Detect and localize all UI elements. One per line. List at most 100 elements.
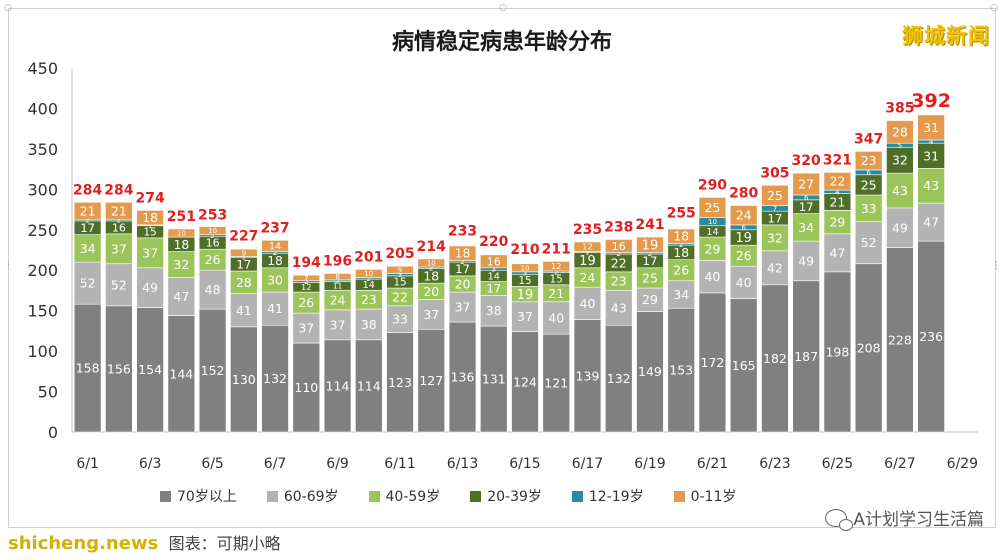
legend-label: 20-39岁	[487, 489, 542, 505]
bar-segment-40-59	[917, 168, 945, 204]
bar-segment-70+	[917, 240, 945, 433]
data-label-60-69: 52	[111, 277, 127, 292]
bar-segment-70+	[417, 328, 446, 433]
data-label-0-11: 10	[364, 270, 373, 278]
data-label-60-69: 34	[673, 287, 689, 302]
data-label-60-69: 49	[798, 253, 814, 268]
data-label-20-39: 12	[301, 282, 312, 292]
bar-segment-0-11	[448, 245, 477, 261]
data-label-60-69: 37	[423, 307, 439, 322]
bar-segment-0-11	[292, 274, 321, 282]
data-label-12-19: 1	[585, 249, 589, 257]
bar-segment-0-11	[167, 228, 196, 238]
total-label: 196	[323, 253, 352, 269]
data-label-60-69: 29	[642, 292, 658, 307]
data-label-12-19: 2	[429, 264, 433, 272]
data-label-70+: 165	[732, 358, 756, 373]
bar-segment-60-69	[698, 260, 727, 294]
data-label-12-19: 5	[898, 142, 902, 150]
data-label-40-59: 26	[298, 295, 314, 310]
resize-handle-top-left[interactable]: ○	[4, 3, 12, 13]
total-label: 237	[260, 220, 289, 236]
data-label-12-19: 2	[210, 232, 214, 240]
bar-segment-70+	[886, 247, 914, 433]
legend-label: 12-19岁	[588, 489, 644, 505]
legend-item-70+: 70岁以上	[160, 486, 237, 506]
legend-swatch	[160, 490, 171, 502]
data-label-12-19: 2	[367, 275, 371, 283]
data-label-20-39: 17	[455, 262, 470, 276]
bar-segment-70+	[167, 315, 196, 433]
data-label-20-39: 18	[173, 238, 189, 252]
data-label-70+: 127	[419, 373, 443, 388]
data-label-0-11: 9	[242, 249, 246, 257]
resize-handle-right[interactable]: ⋮	[992, 261, 1001, 271]
bar-segment-0-11	[355, 269, 383, 278]
data-label-70+: 131	[482, 372, 506, 387]
total-label: 284	[104, 182, 133, 198]
data-label-20-39: 15	[144, 227, 157, 239]
wechat-icon	[825, 508, 854, 531]
data-label-12-19: 2	[335, 277, 339, 285]
data-label-60-69: 48	[205, 282, 221, 297]
data-label-40-59: 29	[704, 241, 720, 256]
bar-segment-70+	[667, 307, 695, 433]
bar-segment-70+	[448, 321, 477, 433]
y-tick-label: 150	[27, 302, 58, 321]
data-label-0-11: 25	[704, 200, 720, 215]
total-label: 290	[698, 177, 727, 193]
data-label-20-39: 11	[333, 282, 343, 291]
data-label-60-69: 37	[517, 309, 533, 324]
x-tick-label: 6/27	[884, 456, 915, 472]
resize-handle-left[interactable]: ⋮	[4, 261, 13, 271]
bar-segment-70+	[604, 324, 633, 433]
data-label-20-39: 18	[423, 269, 439, 283]
data-label-70+: 208	[857, 340, 881, 355]
data-label-40-59: 23	[611, 274, 627, 289]
data-label-40-59: 29	[829, 215, 845, 230]
data-label-0-11: 9	[398, 266, 402, 274]
bar-segment-60-69	[886, 207, 914, 248]
data-label-40-59: 26	[205, 252, 221, 267]
data-label-60-69: 47	[923, 215, 939, 230]
bar-segment-70+	[542, 333, 570, 433]
bar-segment-0-11	[604, 239, 633, 253]
data-label-20-39: 19	[735, 231, 752, 246]
data-label-0-11: 12	[582, 242, 593, 252]
bar-segment-0-11	[386, 265, 414, 274]
x-tick-label: 6/25	[822, 456, 853, 472]
bar-segment-70+	[636, 311, 664, 433]
data-label-40-59: 37	[111, 241, 127, 256]
legend-label: 70岁以上	[177, 489, 237, 505]
data-label-40-59: 43	[892, 183, 908, 198]
data-label-70+: 121	[544, 376, 568, 391]
data-label-12-19: 1	[242, 253, 246, 261]
resize-handle-top[interactable]: ○	[499, 3, 507, 13]
x-tick-label: 6/21	[697, 456, 728, 472]
data-label-20-39: 31	[923, 148, 939, 163]
bar-segment-40-59	[761, 224, 789, 252]
bar-segment-0-11	[261, 239, 289, 252]
data-label-60-69: 49	[892, 220, 908, 235]
data-label-70+: 154	[138, 362, 162, 377]
resize-handle-top-right[interactable]: ○	[990, 3, 998, 13]
data-label-60-69: 37	[330, 317, 346, 332]
data-label-20-39: 15	[550, 273, 563, 285]
bar-segment-60-69	[230, 293, 258, 328]
bar-segment-70+	[292, 342, 321, 433]
total-label: 274	[135, 190, 164, 206]
data-label-20-39: 16	[112, 221, 126, 234]
data-label-70+: 139	[576, 368, 600, 383]
watermark-row: shicheng.news 图表：可期小略	[8, 530, 281, 554]
y-tick-label: 400	[27, 99, 58, 118]
legend-item-12-19: 12-19岁	[571, 486, 644, 506]
total-label: 255	[667, 206, 696, 222]
data-label-70+: 152	[201, 363, 225, 378]
y-tick-label: 250	[27, 221, 58, 240]
bar-segment-70+	[729, 298, 758, 433]
y-tick-label: 50	[38, 383, 58, 402]
total-label: 227	[229, 228, 258, 244]
y-tick-label: 350	[27, 140, 58, 159]
y-tick-label: 100	[27, 342, 58, 361]
bar-segment-60-69	[448, 291, 477, 323]
